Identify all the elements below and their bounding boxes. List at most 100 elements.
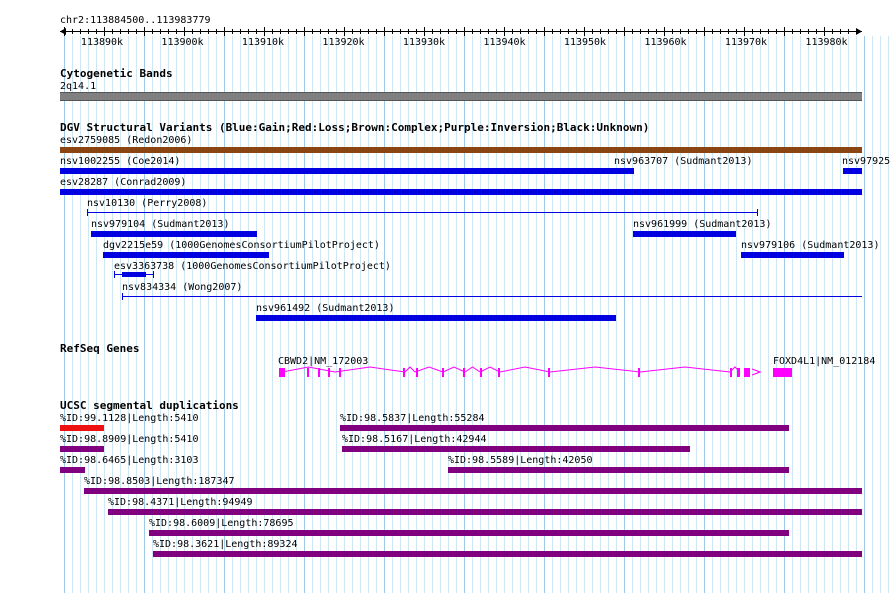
dgv-feature-bar[interactable] [60, 147, 862, 153]
gene-exon [403, 368, 405, 377]
gene-intron [499, 366, 551, 373]
dgv-track-title: DGV Structural Variants (Blue:Gain;Red:L… [60, 121, 650, 134]
segdup-bar[interactable] [342, 446, 690, 452]
gene-intron [442, 366, 466, 373]
dgv-feature-bar[interactable] [741, 252, 844, 258]
dgv-feature-label: esv28287 (Conrad2009) [60, 177, 187, 188]
dgv-feature-bar[interactable] [633, 231, 736, 237]
dgv-feature-bar[interactable] [256, 315, 616, 321]
cytoband-track-title: Cytogenetic Bands [60, 67, 173, 80]
ruler-tick-label: 113950k [564, 37, 606, 48]
segdup-bar[interactable] [84, 488, 862, 494]
segdup-label: %ID:98.5167|Length:42944 [342, 434, 487, 445]
segdup-bar[interactable] [60, 467, 85, 473]
dgv-feature-bar[interactable] [91, 231, 257, 237]
dgv-feature-bar[interactable] [60, 168, 614, 174]
gene-exon [730, 368, 732, 377]
segdup-bar[interactable] [340, 425, 789, 431]
dgv-feature-end-tick [87, 209, 88, 216]
dgv-feature-label: dgv2215e59 (1000GenomesConsortiumPilotPr… [103, 240, 380, 251]
segdup-label: %ID:98.3621|Length:89324 [153, 539, 298, 550]
gene-exon [442, 368, 444, 377]
ruler-tick-label: 113980k [805, 37, 847, 48]
gene-label: FOXD4L1|NM_012184 [773, 356, 876, 367]
segdup-label: %ID:98.6465|Length:3103 [60, 455, 199, 466]
dgv-feature-end-tick [122, 293, 123, 300]
segdup-bar[interactable] [60, 446, 104, 452]
dgv-feature-label: esv2759085 (Redon2006) [60, 135, 193, 146]
dgv-feature-label: nsv834334 (Wong2007) [122, 282, 243, 293]
dgv-feature-label: nsv97925 [842, 156, 890, 167]
segdup-bar[interactable] [149, 530, 789, 536]
dgv-feature-label: nsv963707 (Sudmant2013) [614, 156, 753, 167]
ruler-tick-label: 113890k [81, 37, 123, 48]
dgv-feature-label: nsv10130 (Perry2008) [87, 198, 208, 209]
gene-intron [479, 366, 501, 373]
dgv-feature-label: nsv979104 (Sudmant2013) [91, 219, 230, 230]
segdup-track-title: UCSC segmental duplications [60, 399, 239, 412]
gene-intron [464, 366, 481, 373]
gene-exon [773, 368, 792, 377]
dgv-feature-end-tick [757, 209, 758, 216]
ruler-tick-label: 113930k [403, 37, 445, 48]
gene-intron [414, 366, 444, 373]
gene-exon [737, 368, 740, 377]
dgv-feature-label: nsv961492 (Sudmant2013) [256, 303, 395, 314]
gene-exon [307, 368, 309, 377]
segdup-label: %ID:98.5589|Length:42050 [448, 455, 593, 466]
dgv-feature-bar[interactable] [103, 252, 269, 258]
gene-models[interactable] [0, 360, 890, 384]
dgv-feature-end-tick [153, 271, 154, 278]
ruler-tick-label: 113970k [725, 37, 767, 48]
gene-exon [328, 368, 330, 377]
dgv-feature-bar[interactable] [843, 168, 862, 174]
dgv-feature-block [122, 272, 146, 277]
gene-exon [318, 368, 320, 377]
gene-exon [498, 368, 500, 377]
segdup-bar[interactable] [108, 509, 862, 515]
gene-intron [639, 366, 731, 373]
ruler-right-arrow-icon [856, 28, 862, 35]
gene-intron [404, 366, 416, 373]
segdup-label: %ID:98.6009|Length:78695 [149, 518, 294, 529]
cytoband-label: 2q14.1 [60, 81, 97, 92]
ruler-tick-label: 113960k [644, 37, 686, 48]
strand-arrow-icon [751, 368, 762, 376]
gene-intron [334, 366, 406, 373]
segdup-label: %ID:98.4371|Length:94949 [108, 497, 253, 508]
dgv-feature-bar[interactable] [60, 189, 862, 195]
dgv-feature-label: nsv1002255 (Coe2014) [60, 156, 181, 167]
position-readout: chr2:113884500..113983779 [60, 15, 211, 26]
segdup-label: %ID:98.8503|Length:187347 [84, 476, 235, 487]
gene-intron [549, 366, 641, 373]
segdup-bar[interactable] [448, 467, 789, 473]
gene-label: CBWD2|NM_172003 [278, 356, 369, 367]
dgv-feature-label: esv3363738 (1000GenomesConsortiumPilotPr… [114, 261, 391, 272]
ruler-tick-label: 113910k [242, 37, 284, 48]
gene-exon [463, 368, 465, 377]
refseq-track-title: RefSeq Genes [60, 342, 140, 355]
ruler-tick-label: 113900k [161, 37, 203, 48]
gene-exon [279, 368, 285, 377]
gene-exon [548, 368, 550, 377]
gene-exon [480, 368, 482, 377]
segdup-label: %ID:98.5837|Length:55284 [340, 413, 485, 424]
dgv-feature-bar[interactable] [614, 168, 634, 174]
segdup-bar[interactable] [60, 425, 104, 431]
gene-exon [339, 368, 341, 377]
dgv-feature-label: nsv979106 (Sudmant2013) [741, 240, 880, 251]
segdup-label: %ID:98.8909|Length:5410 [60, 434, 199, 445]
coordinate-ruler[interactable]: 113890k 113900k 113910k 113920k 113930k 11394… [0, 0, 890, 60]
segdup-label: %ID:99.1128|Length:5410 [60, 413, 199, 424]
gene-exon [744, 368, 750, 377]
dgv-feature-bar[interactable] [87, 212, 758, 213]
gene-intron [281, 366, 336, 373]
ruler-left-arrow-icon [60, 28, 66, 35]
dgv-feature-label: nsv961999 (Sudmant2013) [633, 219, 772, 230]
segdup-bar[interactable] [153, 551, 862, 557]
ruler-tick-label: 113920k [322, 37, 364, 48]
cytoband-bar[interactable] [60, 92, 862, 101]
dgv-feature-bar[interactable] [122, 296, 862, 297]
ruler-tick-label: 113940k [483, 37, 525, 48]
gene-exon [638, 368, 640, 377]
